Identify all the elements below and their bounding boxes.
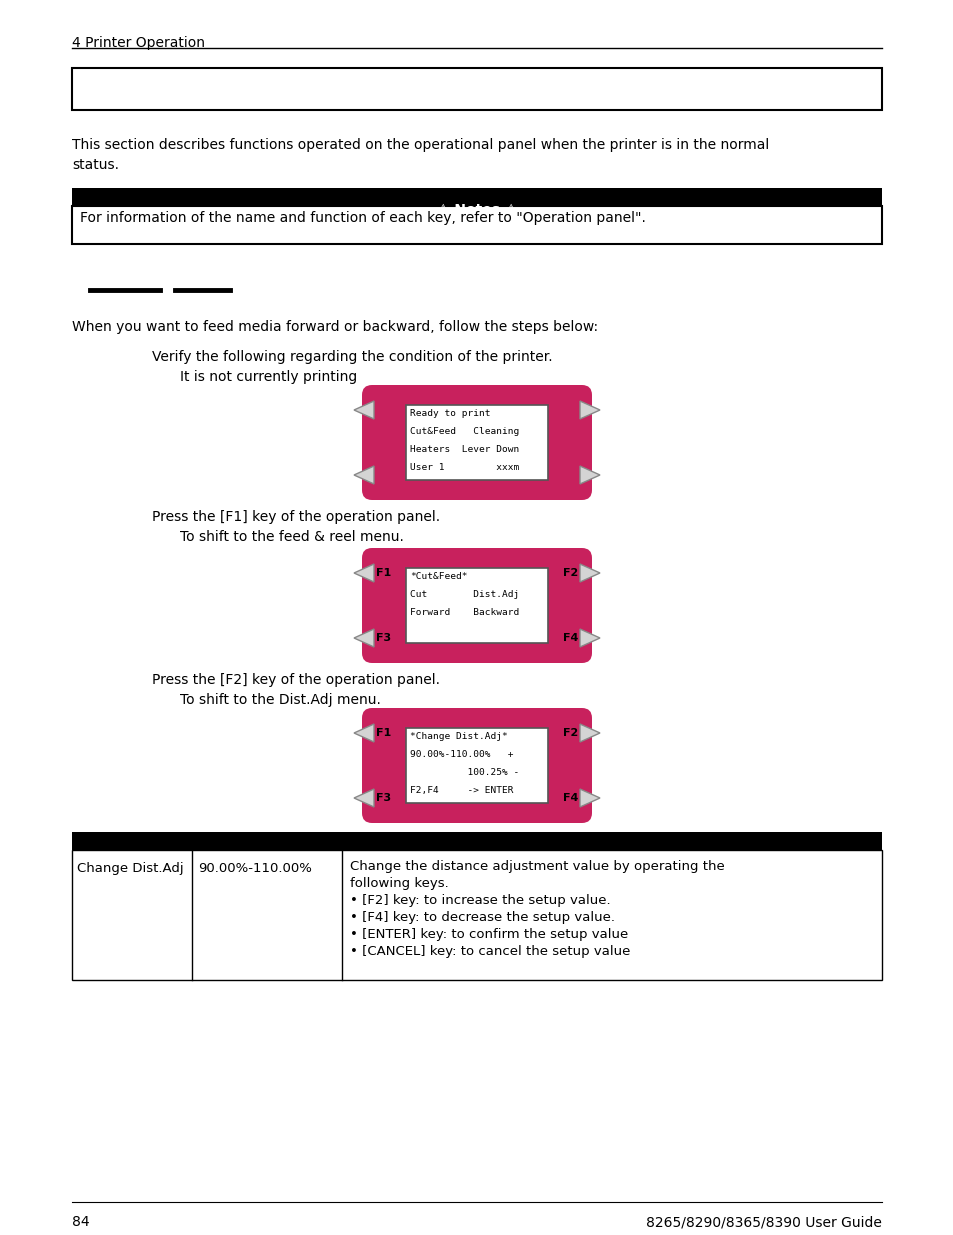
Bar <box>406 405 547 480</box>
Text: F1: F1 <box>375 568 391 578</box>
FancyBboxPatch shape <box>361 708 592 823</box>
Polygon shape <box>579 629 599 647</box>
Text: *Cut&Feed*: *Cut&Feed* <box>410 573 467 582</box>
Text: F2: F2 <box>562 568 578 578</box>
Bar <box>406 568 547 643</box>
Text: Cut&Feed   Cleaning: Cut&Feed Cleaning <box>410 427 518 436</box>
Bar <box>406 727 547 803</box>
Polygon shape <box>579 789 599 806</box>
Polygon shape <box>354 564 374 582</box>
Text: Forward    Backward: Forward Backward <box>410 608 518 618</box>
Text: F3: F3 <box>375 634 391 643</box>
Text: 90.00%-110.00%: 90.00%-110.00% <box>198 862 312 876</box>
Text: To shift to the feed & reel menu.: To shift to the feed & reel menu. <box>180 530 403 543</box>
Text: *Change Dist.Adj*: *Change Dist.Adj* <box>410 732 507 741</box>
Polygon shape <box>354 401 374 419</box>
Text: For information of the name and function of each key, refer to "Operation panel": For information of the name and function… <box>80 211 645 225</box>
Text: Ready to print: Ready to print <box>410 410 490 419</box>
Text: F4: F4 <box>562 793 578 803</box>
Text: Press the [F2] key of the operation panel.: Press the [F2] key of the operation pane… <box>152 673 439 687</box>
FancyBboxPatch shape <box>361 548 592 663</box>
FancyBboxPatch shape <box>361 385 592 500</box>
Bar <box>71 850 882 981</box>
Text: F1: F1 <box>375 727 391 739</box>
Text: • [F4] key: to decrease the setup value.: • [F4] key: to decrease the setup value. <box>350 911 615 924</box>
Bar <box>71 188 882 206</box>
Text: Press the [F1] key of the operation panel.: Press the [F1] key of the operation pane… <box>152 510 439 524</box>
Text: Cut        Dist.Adj: Cut Dist.Adj <box>410 590 518 599</box>
Text: ⚠ Notes ⚠: ⚠ Notes ⚠ <box>436 203 517 217</box>
Text: Heaters  Lever Down: Heaters Lever Down <box>410 445 518 454</box>
Text: following keys.: following keys. <box>350 877 448 890</box>
Bar <box>71 68 882 110</box>
Text: F2: F2 <box>562 727 578 739</box>
Text: F4: F4 <box>562 634 578 643</box>
Polygon shape <box>579 564 599 582</box>
Polygon shape <box>579 401 599 419</box>
Text: 100.25% -: 100.25% - <box>410 768 518 777</box>
Text: 90.00%-110.00%   +: 90.00%-110.00% + <box>410 751 513 760</box>
Text: This section describes functions operated on the operational panel when the prin: This section describes functions operate… <box>71 138 768 152</box>
Text: F3: F3 <box>375 793 391 803</box>
Text: To shift to the Dist.Adj menu.: To shift to the Dist.Adj menu. <box>180 693 380 706</box>
Polygon shape <box>354 789 374 806</box>
Text: status.: status. <box>71 158 119 172</box>
Text: • [ENTER] key: to confirm the setup value: • [ENTER] key: to confirm the setup valu… <box>350 927 628 941</box>
Text: Change the distance adjustment value by operating the: Change the distance adjustment value by … <box>350 860 724 873</box>
Bar <box>71 832 882 850</box>
Text: It is not currently printing: It is not currently printing <box>180 370 356 384</box>
Text: F2,F4     -> ENTER: F2,F4 -> ENTER <box>410 785 513 795</box>
Polygon shape <box>579 466 599 484</box>
Bar <box>71 206 882 245</box>
Polygon shape <box>579 724 599 742</box>
Text: Verify the following regarding the condition of the printer.: Verify the following regarding the condi… <box>152 350 552 364</box>
Polygon shape <box>354 466 374 484</box>
Text: 4 Printer Operation: 4 Printer Operation <box>71 36 205 49</box>
Polygon shape <box>354 724 374 742</box>
Text: • [CANCEL] key: to cancel the setup value: • [CANCEL] key: to cancel the setup valu… <box>350 945 630 958</box>
Text: User 1         xxxm: User 1 xxxm <box>410 463 518 472</box>
Text: When you want to feed media forward or backward, follow the steps below:: When you want to feed media forward or b… <box>71 320 598 333</box>
Text: 84: 84 <box>71 1215 90 1229</box>
Text: Change Dist.Adj: Change Dist.Adj <box>77 862 183 876</box>
Polygon shape <box>354 629 374 647</box>
Text: 8265/8290/8365/8390 User Guide: 8265/8290/8365/8390 User Guide <box>645 1215 882 1229</box>
Text: • [F2] key: to increase the setup value.: • [F2] key: to increase the setup value. <box>350 894 610 906</box>
